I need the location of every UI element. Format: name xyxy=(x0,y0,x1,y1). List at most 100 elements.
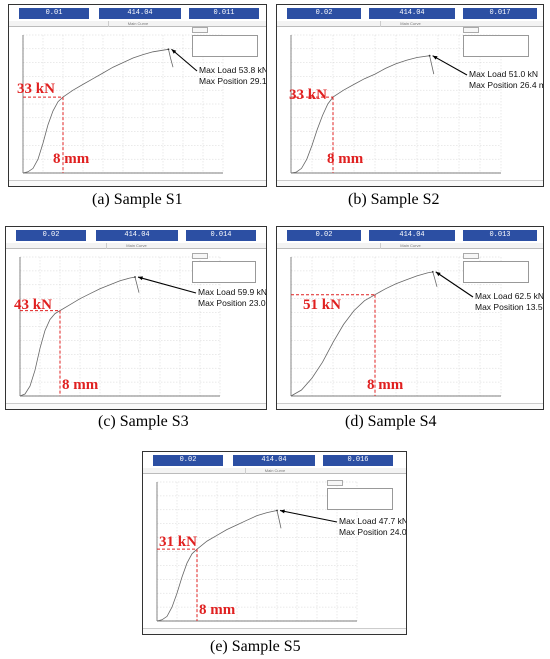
load-position-plot xyxy=(290,34,502,174)
status-strip xyxy=(143,628,406,634)
peak-marker xyxy=(431,270,434,273)
max-load-label: Max Load 62.5 kN xyxy=(475,291,544,301)
load-position-curve xyxy=(19,276,140,397)
readout-display-2: 414.04 xyxy=(96,230,178,241)
tab-strip: Main Curve xyxy=(277,21,543,27)
load-position-curve xyxy=(290,271,438,397)
max-load-label: Max Load 53.8 kN xyxy=(199,65,267,75)
status-strip xyxy=(6,403,266,409)
max-load-arrowhead xyxy=(432,55,438,60)
peak-marker xyxy=(428,54,431,57)
load-position-plot xyxy=(290,256,502,397)
max-load-arrowhead xyxy=(280,509,285,514)
yield-position-label: 8 mm xyxy=(199,602,236,618)
readout-display-1: 0.02 xyxy=(287,230,361,241)
result-info-box xyxy=(327,488,393,510)
peak-marker xyxy=(134,276,136,278)
max-load-arrowhead xyxy=(138,276,143,281)
max-load-arrow xyxy=(279,509,338,523)
max-position-label: Max Position 23.0 mm xyxy=(198,298,266,308)
status-strip xyxy=(9,180,266,186)
test-panel-s1: 0.01 414.04 0.011 Main Curve Max Load 53.8 k… xyxy=(8,4,267,187)
result-info-box xyxy=(463,261,529,283)
yield-load-label: 51 kN xyxy=(303,297,341,313)
yield-position-label: 8 mm xyxy=(367,377,404,393)
yield-load-label: 33 kN xyxy=(17,81,55,97)
readout-display-2: 414.04 xyxy=(369,230,455,241)
readout-display-3: 0.014 xyxy=(186,230,256,241)
status-strip xyxy=(277,403,543,409)
caption-s3: (c) Sample S3 xyxy=(98,413,189,430)
options-button[interactable] xyxy=(463,253,479,259)
max-position-label: Max Position 13.5 mm xyxy=(475,302,543,312)
max-position-label: Max Position 29.1 mm xyxy=(199,76,267,86)
readout-display-2: 414.04 xyxy=(233,455,315,466)
tab-strip: Main Curve xyxy=(143,468,406,474)
options-button[interactable] xyxy=(192,27,208,33)
readout-display-1: 0.02 xyxy=(153,455,223,466)
options-button[interactable] xyxy=(327,480,343,486)
load-position-curve xyxy=(156,510,282,622)
readout-display-1: 0.02 xyxy=(16,230,86,241)
max-position-label: Max Position 26.4 mm xyxy=(469,80,543,90)
yield-load-label: 31 kN xyxy=(159,534,197,550)
readout-bar: 0.02 414.04 0.014 xyxy=(6,227,266,244)
grid xyxy=(19,256,221,397)
readout-display-3: 0.011 xyxy=(189,8,259,19)
caption-s2: (b) Sample S2 xyxy=(348,191,440,208)
max-load-arrow xyxy=(171,48,198,72)
yield-position-label: 8 mm xyxy=(327,151,364,167)
max-load-arrowhead xyxy=(171,49,177,54)
readout-display-2: 414.04 xyxy=(99,8,181,19)
status-strip xyxy=(277,180,543,186)
max-load-arrowhead xyxy=(435,271,441,277)
tab-main-curve[interactable]: Main Curve xyxy=(107,21,168,27)
max-load-label: Max Load 51.0 kN xyxy=(469,69,538,79)
tab-main-curve[interactable]: Main Curve xyxy=(380,243,440,249)
tab-main-curve[interactable]: Main Curve xyxy=(244,468,305,474)
tab-strip: Main Curve xyxy=(9,21,266,27)
readout-display-3: 0.013 xyxy=(463,230,537,241)
yield-load-label: 33 kN xyxy=(289,87,327,103)
max-load-label: Max Load 59.9 kN xyxy=(198,287,267,297)
tab-strip: Main Curve xyxy=(6,243,266,249)
max-load-label: Max Load 47.7 kN xyxy=(339,516,407,526)
caption-s4: (d) Sample S4 xyxy=(345,413,437,430)
load-position-plot xyxy=(19,256,221,397)
readout-bar: 0.02 414.04 0.013 xyxy=(277,227,543,244)
readout-bar: 0.02 414.04 0.017 xyxy=(277,5,543,22)
options-button[interactable] xyxy=(463,27,479,33)
options-button[interactable] xyxy=(192,253,208,259)
readout-bar: 0.02 414.04 0.016 xyxy=(143,452,406,469)
test-panel-s4: 0.02 414.04 0.013 Main Curve Max Load 62.5 k… xyxy=(276,226,544,410)
max-load-arrow xyxy=(137,276,197,294)
readout-bar: 0.01 414.04 0.011 xyxy=(9,5,266,22)
readout-display-1: 0.01 xyxy=(19,8,89,19)
caption-s5: (e) Sample S5 xyxy=(210,638,301,655)
load-position-curve xyxy=(290,55,435,174)
yield-load-label: 43 kN xyxy=(14,297,52,313)
readout-display-3: 0.017 xyxy=(463,8,537,19)
yield-position-label: 8 mm xyxy=(62,377,99,393)
test-panel-s3: 0.02 414.04 0.014 Main Curve Max Load 59.9 k… xyxy=(5,226,267,410)
max-load-arrow xyxy=(432,55,468,76)
readout-display-2: 414.04 xyxy=(369,8,455,19)
load-position-plot xyxy=(22,34,224,174)
load-position-curve xyxy=(22,48,174,174)
caption-s1: (a) Sample S1 xyxy=(92,191,183,208)
result-info-box xyxy=(192,261,256,283)
result-info-box xyxy=(192,35,258,57)
readout-display-3: 0.016 xyxy=(323,455,393,466)
load-position-plot xyxy=(156,481,358,622)
grid xyxy=(22,34,224,174)
result-info-box xyxy=(463,35,529,57)
yield-position-label: 8 mm xyxy=(53,151,90,167)
tab-main-curve[interactable]: Main Curve xyxy=(106,243,166,249)
max-position-label: Max Position 24.0 mm xyxy=(339,527,407,537)
max-load-arrow xyxy=(435,271,474,298)
peak-marker xyxy=(167,48,170,51)
peak-marker xyxy=(276,509,278,512)
readout-display-1: 0.02 xyxy=(287,8,361,19)
tab-strip: Main Curve xyxy=(277,243,543,249)
tab-main-curve[interactable]: Main Curve xyxy=(380,21,440,27)
